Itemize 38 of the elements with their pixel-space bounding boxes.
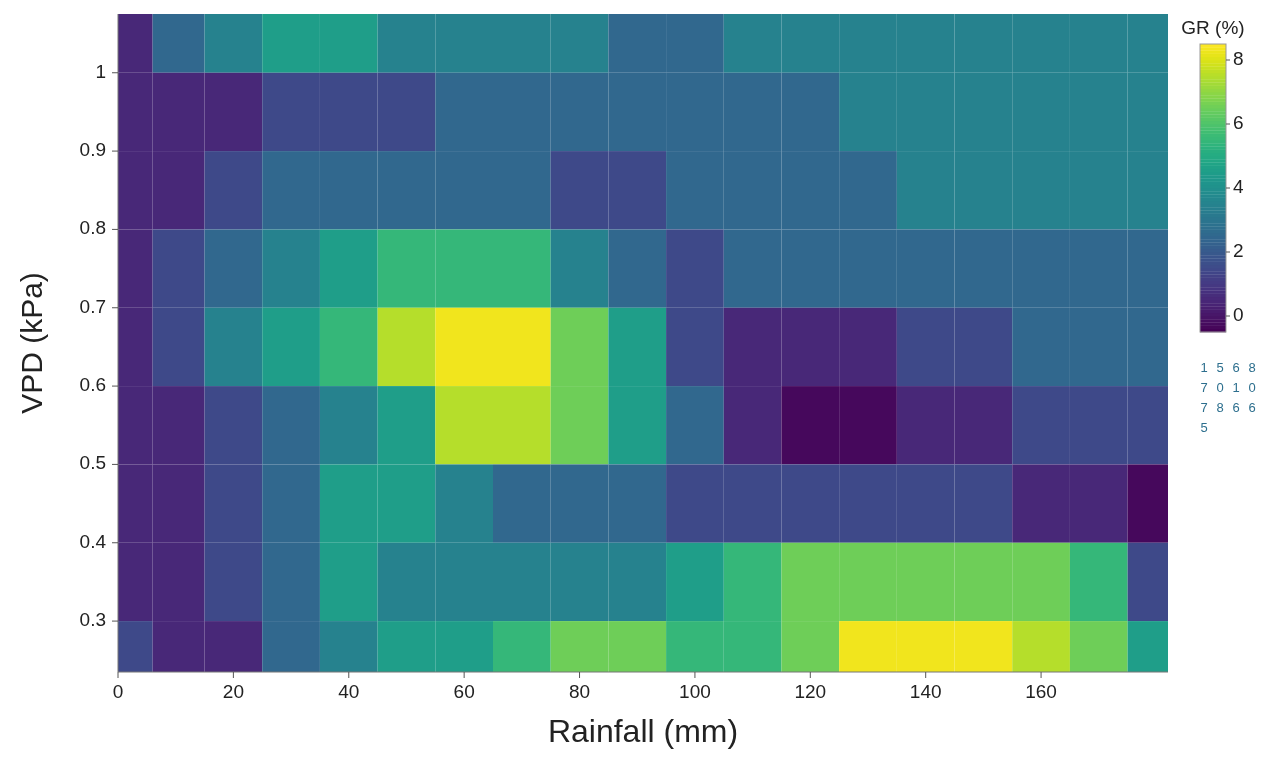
y-axis-title: VPD (kPa): [15, 272, 48, 414]
x-tick-label: 140: [909, 681, 942, 702]
color-bar-label: 8: [1233, 48, 1244, 70]
color-bar-label: 2: [1233, 240, 1244, 262]
text: 0: [1248, 380, 1256, 395]
text: 7: [1200, 400, 1208, 415]
text: 5: [1216, 360, 1224, 375]
x-tick-label: 100: [679, 681, 711, 702]
y-tick-label: 0.3: [79, 609, 106, 631]
color-bar-label: 6: [1233, 112, 1244, 134]
color-bar-label: 4: [1233, 176, 1244, 198]
color-bar-label: 0: [1233, 304, 1244, 326]
text: 6: [1248, 400, 1256, 415]
text: 1: [1200, 360, 1208, 375]
y-tick-label: 0.6: [79, 374, 106, 396]
y-tick-label: 0.7: [79, 295, 106, 317]
y-tick-label: 0.5: [79, 452, 106, 474]
y-tick-label: 1: [95, 60, 106, 82]
text: 6: [1232, 360, 1240, 375]
text: 7: [1200, 380, 1208, 395]
x-tick-label: 160: [1025, 681, 1057, 702]
text: 6: [1232, 400, 1240, 415]
y-tick-label: 0.8: [79, 217, 106, 239]
text: 0: [1216, 380, 1224, 395]
text: 5: [1200, 420, 1208, 435]
text: 8: [1216, 400, 1224, 415]
x-tick-label: 20: [222, 681, 244, 702]
x-tick-label: 60: [453, 681, 475, 702]
x-tick-label: 40: [338, 681, 360, 702]
y-tick-label: 0.9: [79, 139, 106, 161]
x-tick-label: 0: [112, 681, 124, 702]
x-axis-title: Rainfall (mm): [547, 713, 739, 749]
text: 1: [1232, 380, 1240, 395]
text: 8: [1248, 360, 1256, 375]
color-bar-title: GR (%): [1181, 17, 1245, 38]
y-tick-label: 0.4: [79, 530, 107, 552]
x-tick-label: 120: [794, 681, 827, 702]
x-tick-label: 80: [568, 681, 591, 702]
